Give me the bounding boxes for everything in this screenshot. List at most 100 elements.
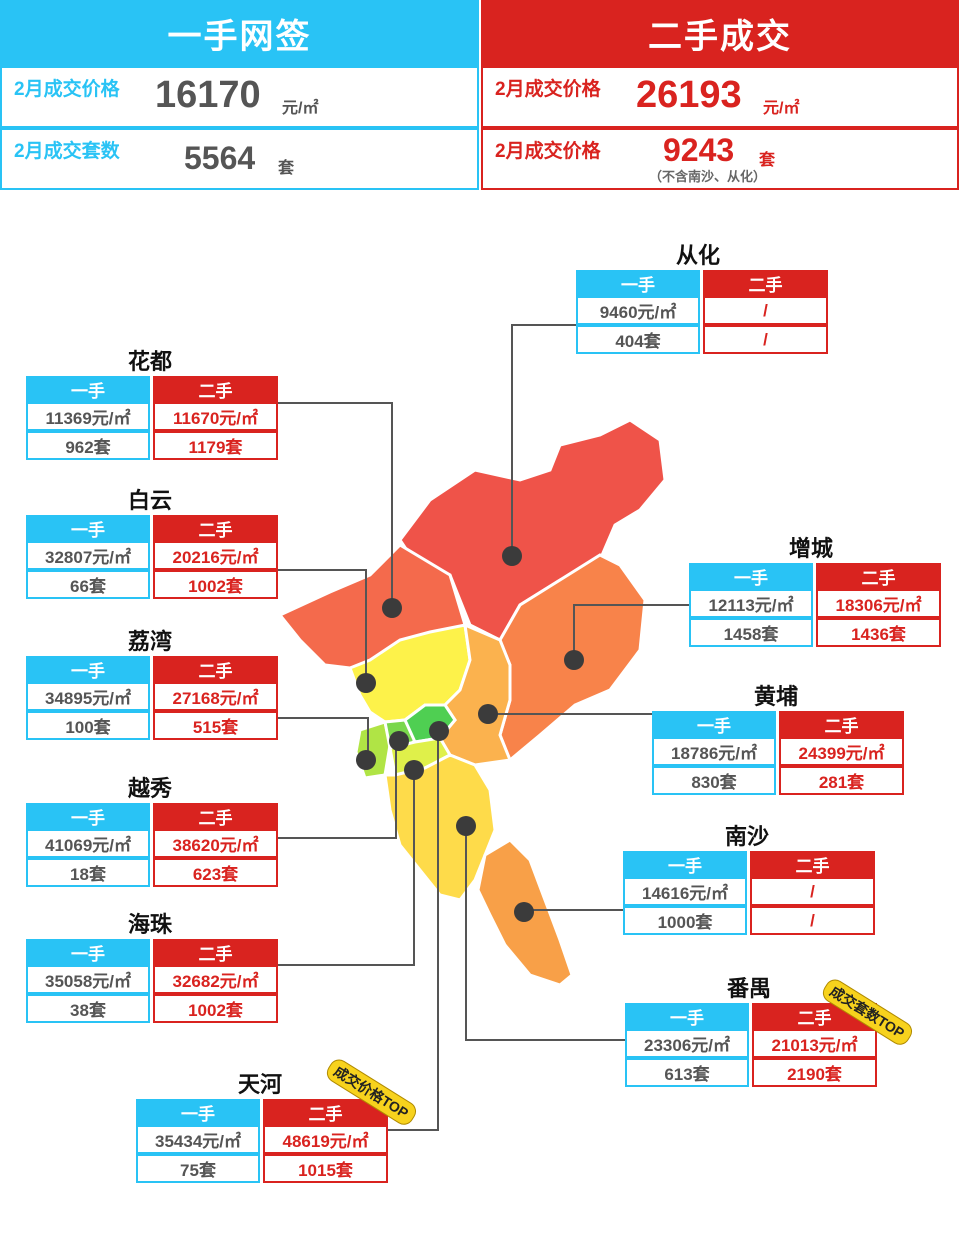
map-region-panyu <box>383 753 497 902</box>
resale-count-unit: 套 <box>759 152 776 169</box>
column-header-resale: 二手 <box>153 939 278 965</box>
resale-count-cell: 1015套 <box>263 1154 388 1183</box>
district-name: 越秀 <box>128 776 173 801</box>
resale-price-cell: 11670元/㎡ <box>153 402 278 431</box>
column-header-new: 一手 <box>689 563 813 589</box>
connector-conghua <box>511 324 576 556</box>
resale-count-cell: 515套 <box>153 711 278 740</box>
dot-zengcheng <box>564 650 584 670</box>
district-card-yuexiu: 越秀 一手 二手 41069元/㎡ 38620元/㎡ 18套 623套 <box>26 771 278 889</box>
column-header-resale: 二手 <box>153 515 278 541</box>
new-price-cell: 32807元/㎡ <box>26 541 150 570</box>
district-card-huadu: 花都 一手 二手 11369元/㎡ 11670元/㎡ 962套 1179套 <box>26 344 278 462</box>
resale-count-cell: 281套 <box>779 766 904 795</box>
district-name: 南沙 <box>725 824 770 849</box>
district-card-zengcheng: 增城 一手 二手 12113元/㎡ 18306元/㎡ 1458套 1436套 <box>689 531 941 649</box>
resale-header: 二手成交 <box>481 0 959 66</box>
resale-count-label: 2月成交价格 <box>495 141 601 162</box>
new-price-cell: 12113元/㎡ <box>689 589 813 618</box>
new-price-cell: 18786元/㎡ <box>652 737 776 766</box>
connector-liwan <box>278 717 369 760</box>
column-header-new: 一手 <box>576 270 700 296</box>
resale-count-cell: 1179套 <box>153 431 278 460</box>
new-price-cell: 41069元/㎡ <box>26 829 150 858</box>
new-count-cell: 830套 <box>652 766 776 795</box>
location-dots <box>356 546 584 922</box>
district-name: 海珠 <box>128 912 173 937</box>
district-name: 荔湾 <box>128 629 173 654</box>
resale-price-cell: 21013元/㎡ <box>752 1029 877 1058</box>
new-price-label: 2月成交价格 <box>14 79 120 100</box>
resale-count-cell: 1002套 <box>153 994 278 1023</box>
new-count-cell: 404套 <box>576 325 700 354</box>
new-count-cell: 100套 <box>26 711 150 740</box>
district-card-panyu: 番禺 一手 二手 23306元/㎡ 21013元/㎡ 613套 2190套 <box>625 971 877 1089</box>
new-count-value: 5564 <box>184 140 256 176</box>
dot-tianhe <box>429 721 449 741</box>
connector-haizhu <box>278 770 415 966</box>
dot-conghua <box>502 546 522 566</box>
district-card-tianhe: 天河 一手 二手 35434元/㎡ 48619元/㎡ 75套 1015套 <box>136 1067 388 1185</box>
new-price-cell: 11369元/㎡ <box>26 402 150 431</box>
resale-price-cell: 27168元/㎡ <box>153 682 278 711</box>
resale-count-cell: / <box>703 325 828 354</box>
district-card-conghua: 从化 一手 二手 9460元/㎡ / 404套 / <box>576 238 828 356</box>
resale-price-cell: 20216元/㎡ <box>153 541 278 570</box>
dot-yuexiu <box>389 731 409 751</box>
resale-price-row: 2月成交价格 26193 元/㎡ <box>481 66 959 128</box>
resale-count-cell: 623套 <box>153 858 278 887</box>
new-count-cell: 1458套 <box>689 618 813 647</box>
dot-huangpu <box>478 704 498 724</box>
resale-count-cell: 1436套 <box>816 618 941 647</box>
new-count-cell: 18套 <box>26 858 150 887</box>
resale-count-cell: 1002套 <box>153 570 278 599</box>
resale-price-cell: / <box>703 296 828 325</box>
resale-price-unit: 元/㎡ <box>763 100 800 117</box>
new-price-cell: 35434元/㎡ <box>136 1125 260 1154</box>
column-header-new: 一手 <box>26 376 150 402</box>
new-count-cell: 613套 <box>625 1058 749 1087</box>
connector-baiyun <box>278 569 367 683</box>
district-name: 花都 <box>128 349 173 374</box>
dot-huadu <box>382 598 402 618</box>
new-count-cell: 38套 <box>26 994 150 1023</box>
column-header-resale: 二手 <box>703 270 828 296</box>
new-price-cell: 34895元/㎡ <box>26 682 150 711</box>
dot-nansha <box>514 902 534 922</box>
column-header-resale: 二手 <box>816 563 941 589</box>
resale-count-note: （不含南沙、从化） <box>649 169 767 184</box>
new-price-cell: 35058元/㎡ <box>26 965 150 994</box>
district-card-nansha: 南沙 一手 二手 14616元/㎡ / 1000套 / <box>623 819 875 937</box>
connector-lines <box>278 324 689 1131</box>
district-card-liwan: 荔湾 一手 二手 34895元/㎡ 27168元/㎡ 100套 515套 <box>26 624 278 742</box>
new-house-header: 一手网签 <box>0 0 479 66</box>
resale-count-value: 9243 <box>663 132 735 168</box>
new-price-cell: 14616元/㎡ <box>623 877 747 906</box>
new-price-row: 2月成交价格 16170 元/㎡ <box>0 66 479 128</box>
connector-tianhe <box>388 731 439 1131</box>
new-price-cell: 23306元/㎡ <box>625 1029 749 1058</box>
column-header-resale: 二手 <box>153 656 278 682</box>
column-header-new: 一手 <box>26 939 150 965</box>
resale-price-cell: 18306元/㎡ <box>816 589 941 618</box>
resale-price-cell: / <box>750 877 875 906</box>
column-header-resale: 二手 <box>263 1099 388 1125</box>
dot-panyu <box>456 816 476 836</box>
new-count-unit: 套 <box>278 160 295 177</box>
map-region-liwan <box>354 720 392 780</box>
new-count-cell: 66套 <box>26 570 150 599</box>
column-header-new: 一手 <box>26 515 150 541</box>
dot-haizhu <box>404 760 424 780</box>
district-name: 从化 <box>676 243 721 268</box>
dot-liwan <box>356 750 376 770</box>
district-name: 天河 <box>238 1072 283 1097</box>
new-price-unit: 元/㎡ <box>282 100 319 117</box>
column-header-resale: 二手 <box>153 803 278 829</box>
district-card-huangpu: 黄埔 一手 二手 18786元/㎡ 24399元/㎡ 830套 281套 <box>652 679 904 797</box>
new-count-row: 2月成交套数 5564 套 <box>0 128 479 190</box>
new-count-cell: 1000套 <box>623 906 747 935</box>
resale-price-cell: 48619元/㎡ <box>263 1125 388 1154</box>
district-name: 增城 <box>789 536 834 561</box>
column-header-new: 一手 <box>136 1099 260 1125</box>
district-card-haizhu: 海珠 一手 二手 35058元/㎡ 32682元/㎡ 38套 1002套 <box>26 907 278 1025</box>
